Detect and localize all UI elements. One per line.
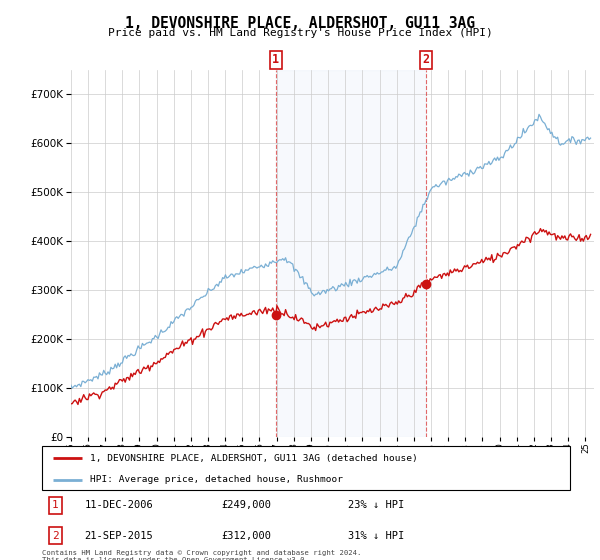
Text: 1: 1	[272, 53, 280, 66]
Text: 1: 1	[52, 501, 59, 510]
Text: £249,000: £249,000	[221, 501, 272, 510]
Text: Price paid vs. HM Land Registry's House Price Index (HPI): Price paid vs. HM Land Registry's House …	[107, 28, 493, 38]
Text: 21-SEP-2015: 21-SEP-2015	[84, 531, 153, 540]
Text: £312,000: £312,000	[221, 531, 272, 540]
FancyBboxPatch shape	[42, 446, 570, 490]
Text: HPI: Average price, detached house, Rushmoor: HPI: Average price, detached house, Rush…	[89, 475, 343, 484]
Text: 1, DEVONSHIRE PLACE, ALDERSHOT, GU11 3AG: 1, DEVONSHIRE PLACE, ALDERSHOT, GU11 3AG	[125, 16, 475, 31]
Text: 2: 2	[422, 53, 430, 66]
Text: 2: 2	[52, 531, 59, 540]
Text: 11-DEC-2006: 11-DEC-2006	[84, 501, 153, 510]
Text: 31% ↓ HPI: 31% ↓ HPI	[348, 531, 404, 540]
Text: 1, DEVONSHIRE PLACE, ALDERSHOT, GU11 3AG (detached house): 1, DEVONSHIRE PLACE, ALDERSHOT, GU11 3AG…	[89, 454, 417, 463]
Text: This data is licensed under the Open Government Licence v3.0.: This data is licensed under the Open Gov…	[42, 557, 309, 560]
Bar	[276, 70, 426, 437]
Text: Contains HM Land Registry data © Crown copyright and database right 2024.: Contains HM Land Registry data © Crown c…	[42, 550, 361, 556]
Text: 23% ↓ HPI: 23% ↓ HPI	[348, 501, 404, 510]
